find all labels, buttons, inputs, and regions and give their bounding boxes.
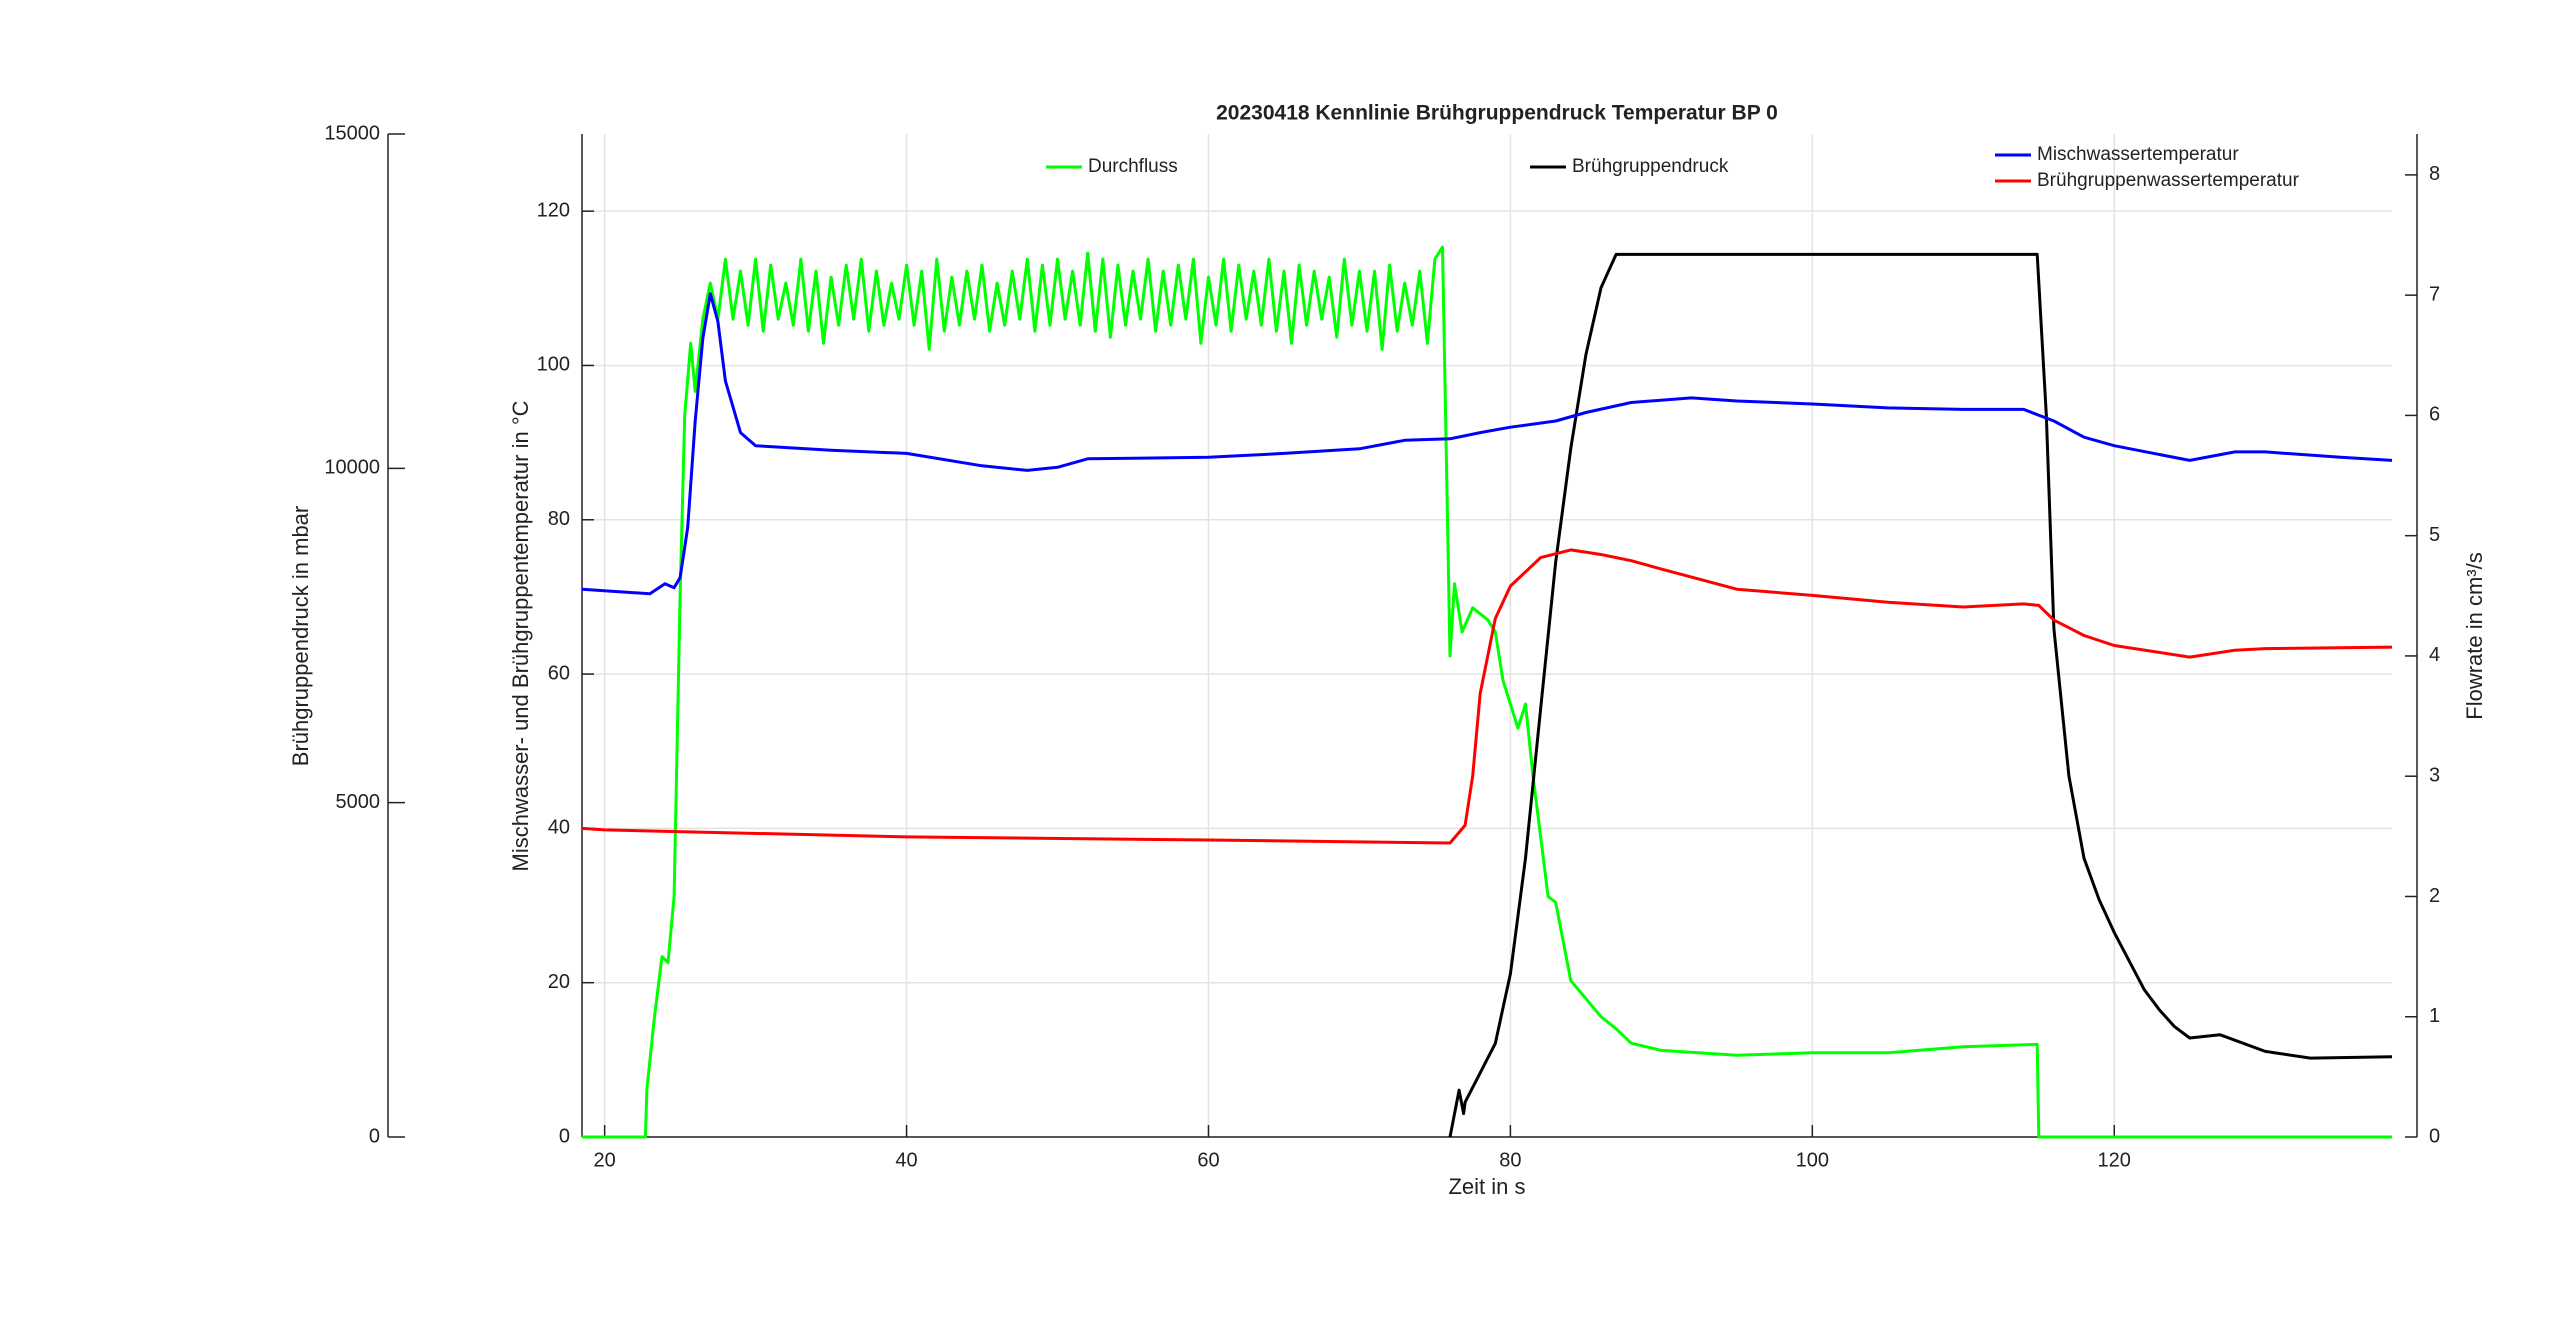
y3-tick-label: 15000 — [324, 122, 380, 144]
x-tick-label: 120 — [2098, 1149, 2131, 1171]
series-line — [581, 292, 2393, 596]
y2-tick-label: 3 — [2429, 764, 2440, 786]
y2-axis-label: Flowrate in cm³/s — [2462, 552, 2487, 719]
y-tick-label: 40 — [548, 817, 570, 839]
x-tick-label: 20 — [594, 1149, 616, 1171]
y-tick-label: 120 — [537, 199, 570, 221]
y-axis-label: Mischwasser- und Brühgruppentemperatur i… — [508, 400, 533, 871]
chart-title: 20230418 Kennlinie Brühgruppendruck Temp… — [1216, 102, 1778, 125]
y2-tick-label: 1 — [2429, 1005, 2440, 1027]
legend-label: Mischwassertemperatur — [2037, 144, 2239, 165]
y3-axis-label: Brühgruppendruck in mbar — [288, 506, 313, 766]
y-tick-label: 60 — [548, 662, 570, 684]
x-tick-label: 40 — [895, 1149, 917, 1171]
legend-label: Brühgruppenwassertemperatur — [2037, 170, 2300, 191]
y2-tick-label: 4 — [2429, 644, 2440, 666]
y2-tick-label: 7 — [2429, 283, 2440, 305]
legend-label: Durchfluss — [1088, 156, 1178, 177]
y2-tick-label: 5 — [2429, 524, 2440, 546]
legend-label: Brühgruppendruck — [1572, 156, 1729, 177]
x-axis-label: Zeit in s — [1448, 1174, 1525, 1199]
y-tick-label: 100 — [537, 354, 570, 376]
y2-tick-label: 2 — [2429, 885, 2440, 907]
x-tick-label: 100 — [1796, 1149, 1829, 1171]
y3-tick-label: 5000 — [336, 791, 381, 813]
y3-tick-label: 0 — [369, 1125, 380, 1147]
x-tick-label: 80 — [1499, 1149, 1521, 1171]
y2-tick-label: 8 — [2429, 163, 2440, 185]
y2-tick-label: 0 — [2429, 1125, 2440, 1147]
x-tick-label: 60 — [1197, 1149, 1219, 1171]
y-tick-label: 0 — [559, 1125, 570, 1147]
y-tick-label: 20 — [548, 971, 570, 993]
series-line — [582, 245, 2392, 1139]
series-line — [1448, 252, 2393, 1138]
y-tick-label: 80 — [548, 508, 570, 530]
series-line — [581, 548, 2393, 845]
y2-tick-label: 6 — [2429, 404, 2440, 426]
y3-tick-label: 10000 — [324, 457, 380, 479]
